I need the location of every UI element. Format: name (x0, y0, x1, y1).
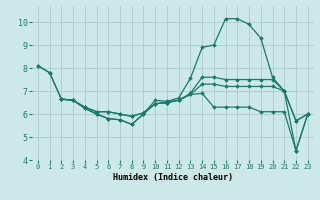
X-axis label: Humidex (Indice chaleur): Humidex (Indice chaleur) (113, 173, 233, 182)
